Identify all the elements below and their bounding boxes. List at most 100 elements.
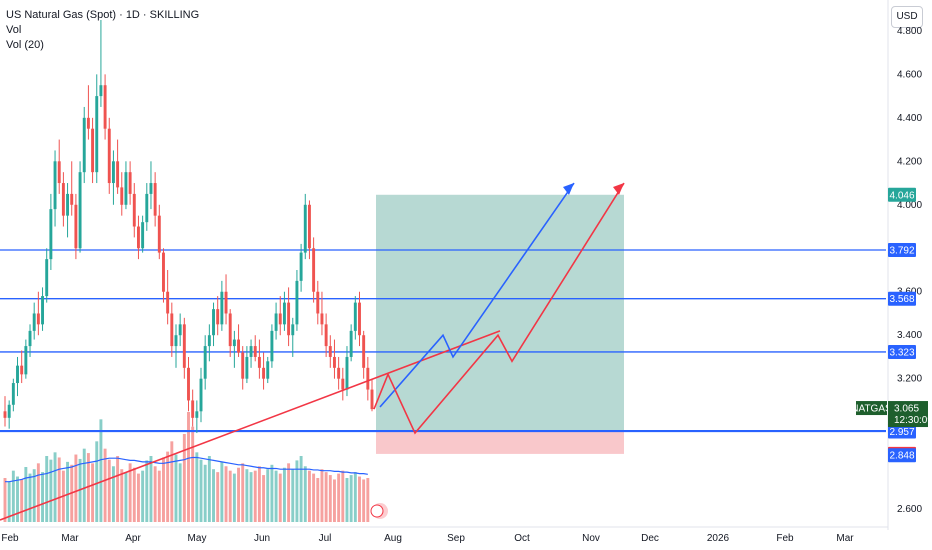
- price-tag[interactable]: [888, 424, 916, 439]
- candle-body: [232, 339, 236, 347]
- volume-bar: [91, 463, 95, 522]
- volume-bar: [95, 441, 99, 522]
- candle-body: [82, 117, 86, 173]
- volume-bar: [149, 456, 153, 522]
- candle-body: [287, 302, 291, 336]
- target-zone[interactable]: [376, 194, 624, 431]
- price-tick-label: 3.400: [897, 330, 922, 341]
- time-tick-label: Feb: [1, 533, 19, 544]
- volume-bar: [53, 452, 57, 522]
- candle-body: [320, 313, 324, 325]
- candle-body: [333, 356, 336, 368]
- volume-bars: [3, 412, 370, 522]
- candle-body: [303, 204, 307, 253]
- volume-bar: [224, 466, 228, 522]
- volume-bar: [328, 475, 332, 522]
- volume-ma: [5, 456, 368, 483]
- vol-label[interactable]: Vol: [6, 24, 22, 36]
- flag-icon[interactable]: [370, 504, 384, 518]
- candle-body: [86, 117, 90, 129]
- trendline[interactable]: [0, 330, 501, 521]
- price-tag[interactable]: [888, 187, 916, 202]
- volume-bar: [136, 473, 140, 522]
- price-tag[interactable]: [888, 448, 916, 463]
- volume-bar: [74, 454, 78, 522]
- volume-bar: [303, 466, 307, 522]
- volume-bar: [170, 441, 174, 522]
- volume-bar: [291, 469, 295, 522]
- candle-body: [207, 335, 211, 347]
- candle-body: [20, 365, 24, 375]
- volume-bar: [366, 478, 370, 522]
- arrowhead-red: [613, 183, 624, 196]
- candle-body: [353, 302, 357, 331]
- candle-body: [91, 128, 95, 173]
- drawings: [0, 182, 625, 521]
- candle-body: [362, 335, 366, 368]
- projection-path-red[interactable]: [373, 182, 625, 435]
- candle-body: [299, 252, 303, 281]
- volume-ma-line: [5, 456, 368, 483]
- volume-bar: [195, 452, 199, 522]
- time-tick-label: Dec: [641, 533, 659, 544]
- candle-body: [257, 356, 261, 368]
- volume-bar: [20, 479, 24, 522]
- candle-body: [49, 209, 53, 260]
- price-tag[interactable]: [888, 291, 916, 306]
- volume-bar: [3, 478, 7, 522]
- volume-bar: [174, 454, 178, 522]
- last-price-tag[interactable]: [888, 401, 928, 428]
- time-tick-label: Jun: [254, 533, 270, 544]
- volume-bar: [28, 473, 32, 522]
- symbol-title[interactable]: US Natural Gas (Spot) · 1D · SKILLING: [6, 9, 200, 21]
- candle-body: [295, 280, 299, 325]
- volume-bar: [182, 434, 186, 522]
- stop-zone[interactable]: [376, 430, 624, 454]
- price-tag-label: 2.848: [889, 451, 914, 462]
- candle-body: [262, 367, 266, 379]
- candle-body: [212, 309, 215, 336]
- symbol-tag[interactable]: [856, 401, 887, 416]
- candle-body: [28, 330, 32, 347]
- volume-bar: [212, 469, 215, 522]
- candle-body: [328, 346, 332, 357]
- volume-bar: [132, 467, 136, 522]
- candle-body: [111, 161, 115, 184]
- candle-body: [182, 324, 186, 368]
- candle-body: [237, 339, 241, 353]
- candle-body: [16, 365, 19, 384]
- last-price-value: 3.065: [894, 404, 919, 415]
- price-tag[interactable]: [888, 344, 916, 359]
- volume-bar: [191, 426, 195, 522]
- volume-bar: [82, 448, 86, 522]
- volume-bar: [16, 476, 19, 522]
- vol20-label[interactable]: Vol (20): [6, 39, 44, 51]
- volume-bar: [86, 453, 90, 522]
- volume-bar: [241, 463, 245, 522]
- volume-bar: [187, 412, 190, 522]
- candle-body: [337, 367, 341, 379]
- symbol-tag-label: NATGAS: [851, 404, 892, 415]
- candle-body: [128, 172, 132, 194]
- candle-body: [253, 346, 257, 357]
- candle-body: [162, 252, 165, 292]
- time-tick-label: Sep: [447, 533, 465, 544]
- volume-bar: [299, 456, 303, 522]
- candle-body: [53, 161, 57, 210]
- volume-bar: [287, 463, 291, 522]
- candle-body: [316, 291, 320, 314]
- price-tag[interactable]: [888, 243, 916, 257]
- currency-button[interactable]: USD: [891, 6, 923, 28]
- candles: [3, 20, 374, 434]
- projection-path-blue[interactable]: [379, 182, 575, 408]
- time-tick-label: Mar: [836, 533, 854, 544]
- arrowhead-blue: [563, 183, 574, 196]
- time-tick-label: Apr: [125, 533, 141, 544]
- volume-bar: [36, 463, 40, 522]
- time-tick-label: May: [188, 533, 207, 544]
- volume-bar: [124, 472, 128, 522]
- candle-body: [99, 85, 103, 97]
- volume-bar: [111, 466, 115, 522]
- price-tick-label: 4.600: [897, 69, 922, 80]
